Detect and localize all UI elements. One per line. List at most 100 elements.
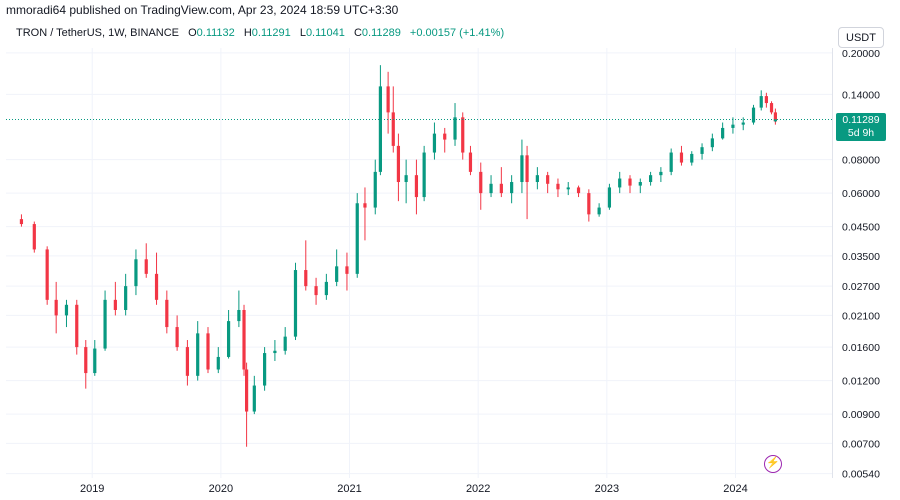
change-value: +0.00157 (+1.41%) (409, 27, 505, 39)
candle-body (355, 203, 359, 274)
candle-body (566, 187, 570, 190)
candle-body (185, 347, 190, 376)
symbol-name[interactable]: TRON / TetherUS, 1W, BINANCE (16, 27, 180, 39)
candle-body (75, 304, 79, 348)
x-tick-label: 2021 (337, 483, 361, 495)
candle-body (576, 187, 581, 194)
candle-body (499, 183, 503, 194)
x-tick-label: 2022 (466, 483, 490, 495)
candle-body (19, 219, 24, 225)
candle-body (525, 155, 529, 183)
candle-body (237, 309, 241, 322)
candle-body (769, 103, 774, 113)
candle-body (618, 178, 622, 188)
candle-body (404, 175, 408, 183)
candle-body (710, 138, 714, 148)
candle-body (175, 327, 179, 348)
candle-body (103, 299, 107, 349)
y-tick-label: 0.00700 (842, 438, 880, 450)
candle-body (252, 385, 256, 412)
candle-body (216, 356, 220, 370)
candle-body (283, 336, 287, 351)
candle-body (690, 153, 694, 163)
candle-body (453, 117, 457, 140)
candle-body (731, 124, 735, 128)
candle-body (422, 152, 426, 198)
y-tick-label: 0.06000 (842, 188, 880, 200)
y-tick-label: 0.02100 (842, 310, 880, 322)
y-tick-label: 0.08000 (842, 155, 880, 167)
candle-body (489, 183, 493, 194)
y-tick-label: 0.14000 (842, 89, 880, 101)
candle-body (242, 309, 246, 370)
lightning-icon[interactable]: ⚡ (764, 455, 782, 473)
candle-body (273, 350, 277, 354)
y-tick-label: 0.03500 (842, 251, 880, 263)
candle-body (373, 171, 377, 208)
candle-body (206, 333, 210, 370)
y-tick-label: 0.04500 (842, 222, 880, 234)
candle-body (154, 273, 159, 300)
candle-body (597, 207, 601, 215)
close-value: 0.11289 (361, 27, 401, 39)
publisher-line: mmoradi64 published on TradingView.com, … (6, 3, 399, 17)
y-tick-label: 0.02700 (842, 281, 880, 293)
candle-body (226, 321, 231, 357)
candle-body (751, 107, 756, 123)
candle-body (510, 182, 514, 194)
candle-body (293, 270, 298, 337)
candle-body (64, 304, 69, 316)
candle-body (535, 175, 539, 183)
candle-body (520, 155, 524, 183)
candle-body (546, 175, 550, 184)
candle-body (638, 182, 642, 186)
candle-body (391, 112, 395, 146)
candle-body (314, 286, 318, 296)
last-price-value: 0.11289 (842, 114, 880, 126)
candle-body (773, 112, 777, 122)
candle-body (468, 152, 473, 172)
currency-button[interactable]: USDT (838, 27, 884, 48)
y-tick-label: 0.00900 (842, 409, 880, 421)
low-label: L (299, 27, 306, 39)
low-value: 0.11041 (305, 27, 345, 39)
symbol-legend: TRON / TetherUS, 1W, BINANCE O0.11132 H0… (16, 27, 504, 39)
candle-body (324, 281, 328, 296)
x-tick-label: 2019 (80, 483, 104, 495)
high-value: 0.11291 (251, 27, 291, 39)
candle-body (244, 369, 249, 412)
close-label: C (353, 27, 362, 39)
candle-body (263, 353, 267, 386)
candle-body (764, 96, 768, 104)
candle-body (432, 133, 437, 153)
candle-body (144, 259, 148, 274)
candle-body (741, 122, 745, 125)
candle-body (587, 193, 591, 215)
price-axis-divider (832, 48, 833, 478)
candle-body (345, 266, 349, 274)
candle-body (45, 249, 49, 300)
candle-body (54, 299, 58, 316)
open-label: O (188, 27, 197, 39)
candle-body (304, 270, 308, 287)
x-tick-label: 2023 (595, 483, 619, 495)
candle-body (556, 183, 560, 190)
candle-body (659, 171, 663, 176)
candle-body (679, 152, 684, 163)
candle-body (414, 175, 419, 198)
x-tick-label: 2024 (723, 483, 747, 495)
candle-body (84, 347, 88, 374)
candle-body (461, 117, 465, 153)
candle-body (335, 266, 339, 282)
candle-body (396, 145, 401, 183)
candle-body (759, 96, 763, 108)
x-tick-label: 2020 (209, 483, 233, 495)
high-label: H (243, 27, 252, 39)
candle-body (648, 175, 653, 183)
candle-body (607, 187, 612, 208)
candle-body (479, 171, 483, 194)
candle-body (669, 152, 673, 172)
candle-body (124, 286, 128, 310)
y-tick-label: 0.20000 (842, 48, 880, 60)
